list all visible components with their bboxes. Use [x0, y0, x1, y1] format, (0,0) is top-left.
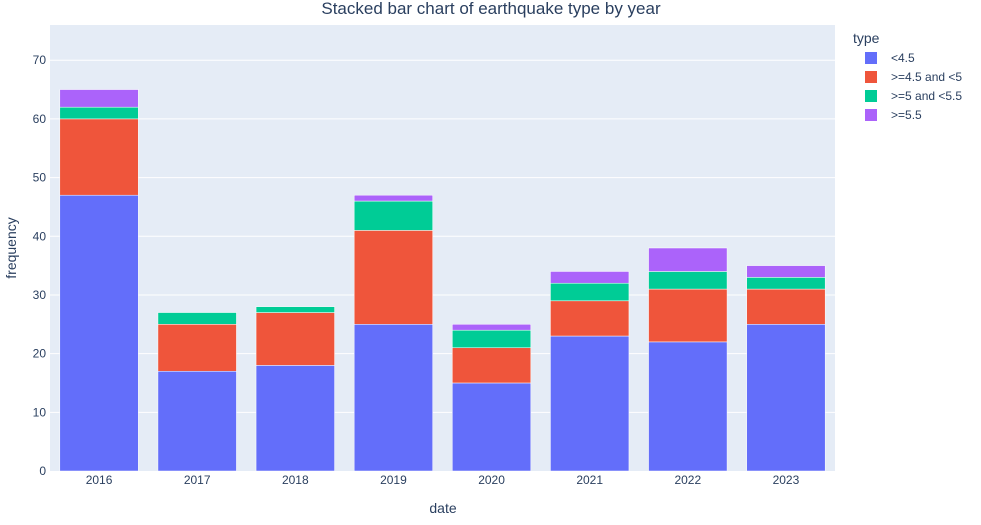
- bar-segment: [59, 194, 139, 472]
- bar-segment: [648, 247, 728, 272]
- bar-segment: [157, 324, 237, 372]
- y-axis-title: frequency: [3, 217, 19, 278]
- legend-title: type: [853, 30, 880, 46]
- bar-segment: [648, 341, 728, 472]
- x-tick-label: 2020: [478, 473, 505, 487]
- bar-segment: [452, 382, 532, 472]
- bar-segment: [157, 370, 237, 472]
- bar-segment: [59, 118, 139, 196]
- legend-swatch[interactable]: [865, 71, 877, 83]
- x-tick-label: 2018: [282, 473, 309, 487]
- x-tick-label: 2016: [86, 473, 113, 487]
- bar-segment: [746, 288, 826, 325]
- bar-segment: [550, 300, 630, 337]
- bar-segment: [452, 347, 532, 384]
- bar-segment: [452, 329, 532, 349]
- legend-label[interactable]: >=5 and <5.5: [891, 89, 962, 103]
- bar-segment: [550, 271, 630, 284]
- bar-segment: [59, 106, 139, 120]
- legend-swatch[interactable]: [865, 52, 877, 64]
- bar-segment: [550, 335, 630, 472]
- bar-segment: [746, 277, 826, 290]
- x-tick-label: 2022: [674, 473, 701, 487]
- bar-segment: [353, 324, 433, 472]
- bar-segment: [157, 312, 237, 325]
- x-tick-label: 2017: [184, 473, 211, 487]
- x-tick-label: 2019: [380, 473, 407, 487]
- y-tick-label: 30: [33, 288, 47, 302]
- y-tick-label: 20: [33, 347, 47, 361]
- y-tick-label: 0: [39, 464, 46, 478]
- x-tick-label: 2021: [576, 473, 603, 487]
- bar-segment: [353, 200, 433, 231]
- bar-segment: [255, 312, 335, 366]
- legend-label[interactable]: <4.5: [891, 51, 915, 65]
- y-tick-label: 10: [33, 405, 47, 419]
- legend-swatch[interactable]: [865, 109, 877, 121]
- bar-segment: [746, 265, 826, 278]
- bar-segment: [255, 306, 335, 313]
- legend-swatch[interactable]: [865, 90, 877, 102]
- legend: type <4.5 >=4.5 and <5 >=5 and <5.5 >=5.5: [853, 30, 962, 122]
- bar-segment: [59, 89, 139, 108]
- legend-label[interactable]: >=5.5: [891, 108, 922, 122]
- bar-segment: [452, 324, 532, 331]
- bar-segment: [255, 365, 335, 472]
- y-tick-label: 60: [33, 112, 47, 126]
- bar-segment: [648, 288, 728, 343]
- y-tick-label: 40: [33, 229, 47, 243]
- bar-segment: [550, 282, 630, 302]
- y-tick-label: 50: [33, 171, 47, 185]
- bar-segment: [353, 194, 433, 202]
- x-axis-title: date: [429, 500, 456, 516]
- y-tick-label: 70: [33, 53, 47, 67]
- bar-segment: [353, 230, 433, 325]
- bar-segment: [746, 324, 826, 472]
- chart-title: Stacked bar chart of earthquake type by …: [321, 0, 661, 18]
- bar-segment: [648, 271, 728, 290]
- legend-label[interactable]: >=4.5 and <5: [891, 70, 962, 84]
- x-tick-label: 2023: [773, 473, 800, 487]
